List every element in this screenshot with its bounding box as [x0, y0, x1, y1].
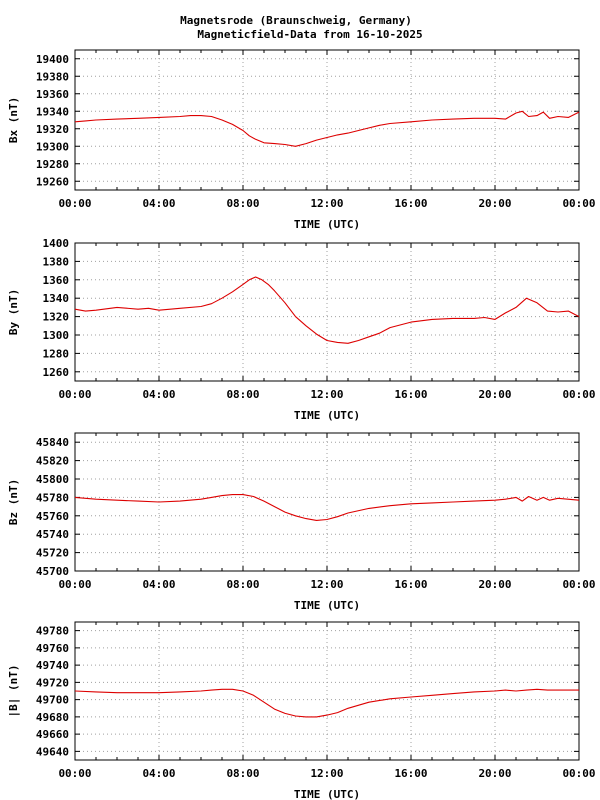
- x-tick-label: 00:00: [58, 767, 91, 780]
- x-tick-label: 00:00: [562, 197, 595, 210]
- x-tick-label: 20:00: [478, 578, 511, 591]
- x-tick-label: 00:00: [58, 578, 91, 591]
- panel-1: 19260 19280 19300 19320 19340 19360 19380 19400…: [7, 49, 596, 231]
- x-axis-label: TIME (UTC): [294, 409, 360, 422]
- x-tick-label: 12:00: [310, 388, 343, 401]
- y-tick-label: 19360: [36, 88, 69, 101]
- x-axis-label: TIME (UTC): [294, 218, 360, 231]
- y-tick-label: 1400: [43, 237, 70, 250]
- x-tick-label: 16:00: [394, 197, 427, 210]
- y-tick-label: 1260: [43, 366, 70, 379]
- x-tick-label: 08:00: [226, 388, 259, 401]
- y-tick-label: 49640: [36, 745, 69, 758]
- y-tick-label: 1380: [43, 255, 70, 268]
- x-tick-label: 16:00: [394, 578, 427, 591]
- y-tick-label: 49760: [36, 642, 69, 655]
- x-tick-label: 00:00: [562, 578, 595, 591]
- series-line: [74, 110, 580, 147]
- y-tick-label: 1340: [43, 292, 70, 305]
- x-tick-label: 12:00: [310, 197, 343, 210]
- y-axis-label: Bz (nT): [7, 479, 20, 525]
- y-tick-label: 19300: [36, 140, 69, 153]
- y-tick-label: 45780: [36, 491, 69, 504]
- y-tick-label: 45820: [36, 455, 69, 468]
- x-tick-label: 00:00: [562, 767, 595, 780]
- x-tick-label: 12:00: [310, 578, 343, 591]
- plot-frame: [74, 432, 580, 572]
- y-tick-label: 1280: [43, 347, 70, 360]
- x-tick-label: 08:00: [226, 767, 259, 780]
- y-tick-label: 19280: [36, 158, 69, 171]
- y-axis-label: Bx (nT): [7, 97, 20, 143]
- plot-frame: [74, 242, 580, 382]
- x-axis-label: TIME (UTC): [294, 599, 360, 612]
- panel-2: 1260 1280 1300 1320 1340 1360 1380 1400 00:00 04:…: [7, 237, 596, 422]
- y-tick-label: 49740: [36, 659, 69, 672]
- x-tick-label: 04:00: [142, 767, 175, 780]
- y-tick-label: 49700: [36, 694, 69, 707]
- x-tick-label: 04:00: [142, 197, 175, 210]
- series-line: [74, 688, 579, 718]
- y-tick-label: 19320: [36, 123, 69, 136]
- x-tick-label: 12:00: [310, 767, 343, 780]
- y-tick-label: 19400: [36, 53, 69, 66]
- x-tick-label: 20:00: [478, 767, 511, 780]
- x-tick-label: 04:00: [142, 578, 175, 591]
- chart-title-line2: Magneticfield-Data from 16-10-2025: [197, 28, 422, 41]
- x-tick-label: 16:00: [394, 767, 427, 780]
- chart-title-line1: Magnetsrode (Braunschweig, Germany): [180, 14, 412, 27]
- x-tick-label: 00:00: [58, 388, 91, 401]
- x-tick-label: 20:00: [478, 388, 511, 401]
- y-tick-label: 49660: [36, 728, 69, 741]
- y-tick-label: 19340: [36, 105, 69, 118]
- x-tick-label: 00:00: [58, 197, 91, 210]
- x-tick-label: 16:00: [394, 388, 427, 401]
- y-tick-label: 19380: [36, 70, 69, 83]
- x-tick-label: 04:00: [142, 388, 175, 401]
- x-tick-label: 08:00: [226, 197, 259, 210]
- y-axis-label: By (nT): [7, 289, 20, 335]
- y-tick-label: 19260: [36, 175, 69, 188]
- y-tick-label: 1320: [43, 311, 70, 324]
- y-tick-label: 45760: [36, 510, 69, 523]
- x-tick-label: 00:00: [562, 388, 595, 401]
- y-tick-label: 45800: [36, 473, 69, 486]
- plot-frame: [74, 49, 580, 191]
- y-tick-label: 45740: [36, 528, 69, 541]
- series-line: [74, 276, 580, 344]
- y-axis-label: |B| (nT): [7, 665, 20, 718]
- panel-3: 45700 45720 45740 45760 45780 45800 45820 45840…: [7, 432, 596, 612]
- y-tick-label: 49720: [36, 676, 69, 689]
- y-tick-label: 1360: [43, 274, 70, 287]
- y-tick-label: 49680: [36, 711, 69, 724]
- y-tick-label: 1300: [43, 329, 70, 342]
- x-tick-label: 20:00: [478, 197, 511, 210]
- series-line: [74, 494, 580, 521]
- y-tick-label: 45720: [36, 547, 69, 560]
- y-tick-label: 49780: [36, 625, 69, 638]
- y-tick-label: 45700: [36, 565, 69, 578]
- y-tick-label: 45840: [36, 436, 69, 449]
- x-tick-label: 08:00: [226, 578, 259, 591]
- panel-4: 49640 49660 49680 49700 49720 49740 49760 49780…: [7, 621, 596, 800]
- x-axis-label: TIME (UTC): [294, 788, 360, 800]
